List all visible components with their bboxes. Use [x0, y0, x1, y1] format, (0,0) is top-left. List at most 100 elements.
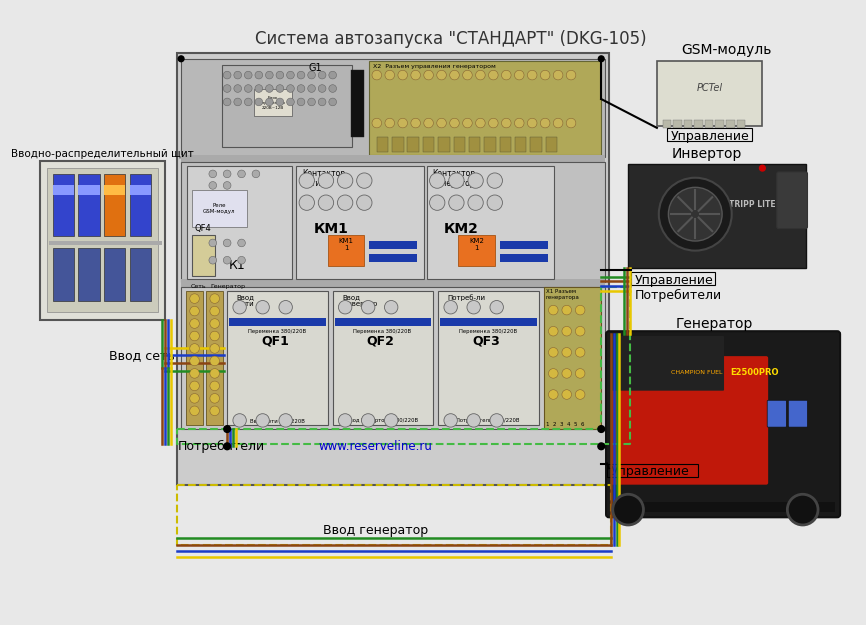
- Circle shape: [385, 414, 397, 427]
- Text: Потребители: Потребители: [635, 289, 722, 302]
- Bar: [458, 235, 494, 266]
- Text: Переменка 380/220В: Переменка 380/220В: [459, 329, 517, 334]
- Bar: [668, 128, 752, 141]
- FancyBboxPatch shape: [777, 172, 807, 229]
- Circle shape: [540, 118, 550, 128]
- Bar: [105, 174, 126, 236]
- Text: Ввод генератор: Ввод генератор: [323, 524, 429, 538]
- Circle shape: [468, 195, 483, 211]
- Circle shape: [669, 188, 722, 241]
- Text: CHAMPION FUEL: CHAMPION FUEL: [671, 370, 723, 375]
- Bar: [181, 155, 605, 162]
- Circle shape: [449, 118, 459, 128]
- Bar: [423, 138, 435, 152]
- Circle shape: [210, 294, 219, 303]
- Circle shape: [361, 301, 375, 314]
- Circle shape: [279, 301, 293, 314]
- Circle shape: [514, 118, 524, 128]
- Bar: [484, 138, 495, 152]
- Bar: [79, 248, 100, 301]
- Circle shape: [339, 301, 352, 314]
- Circle shape: [223, 170, 231, 177]
- Circle shape: [223, 71, 231, 79]
- Bar: [369, 254, 417, 262]
- Text: X1 Разъем
генератора: X1 Разъем генератора: [546, 289, 579, 300]
- Circle shape: [462, 118, 472, 128]
- Bar: [186, 291, 204, 425]
- Bar: [105, 248, 126, 301]
- Bar: [427, 166, 554, 279]
- Circle shape: [548, 390, 558, 399]
- Bar: [181, 59, 605, 157]
- Circle shape: [329, 71, 337, 79]
- Circle shape: [487, 195, 502, 211]
- Circle shape: [527, 70, 537, 80]
- Circle shape: [319, 173, 333, 188]
- Circle shape: [210, 344, 219, 353]
- Circle shape: [329, 84, 337, 92]
- Circle shape: [210, 356, 219, 366]
- Circle shape: [468, 173, 483, 188]
- Circle shape: [223, 443, 230, 449]
- Bar: [130, 248, 152, 301]
- Text: Управление: Управление: [635, 274, 714, 287]
- Bar: [500, 254, 547, 262]
- Text: Ввод сеть: Ввод сеть: [108, 349, 174, 362]
- Bar: [657, 61, 762, 126]
- Text: KM2
1: KM2 1: [469, 238, 484, 251]
- Bar: [438, 138, 449, 152]
- Circle shape: [190, 394, 199, 403]
- Circle shape: [540, 70, 550, 80]
- Bar: [392, 138, 404, 152]
- Circle shape: [548, 348, 558, 357]
- Bar: [79, 186, 100, 195]
- Circle shape: [598, 426, 604, 432]
- Circle shape: [190, 331, 199, 341]
- Bar: [40, 161, 165, 320]
- Circle shape: [562, 305, 572, 315]
- Circle shape: [252, 170, 260, 177]
- Text: X2  Разъем управления генератором: X2 Разъем управления генератором: [373, 64, 495, 69]
- Circle shape: [575, 390, 585, 399]
- Circle shape: [223, 239, 231, 247]
- Circle shape: [178, 56, 184, 62]
- Circle shape: [372, 118, 382, 128]
- Circle shape: [553, 70, 563, 80]
- Text: QF4: QF4: [195, 224, 211, 233]
- Bar: [454, 138, 465, 152]
- Circle shape: [307, 84, 315, 92]
- Circle shape: [223, 98, 231, 106]
- Circle shape: [501, 118, 511, 128]
- Bar: [206, 291, 223, 425]
- Circle shape: [449, 173, 464, 188]
- Bar: [254, 89, 293, 116]
- Circle shape: [210, 306, 219, 316]
- FancyBboxPatch shape: [611, 336, 724, 391]
- Text: Потребители: Потребители: [178, 440, 264, 453]
- Circle shape: [190, 356, 199, 366]
- Circle shape: [244, 84, 252, 92]
- Text: Ввод
Инвертор: Ввод Инвертор: [342, 294, 378, 307]
- Bar: [662, 120, 671, 128]
- Circle shape: [575, 369, 585, 378]
- Circle shape: [210, 319, 219, 328]
- Circle shape: [338, 195, 352, 211]
- Bar: [628, 164, 805, 268]
- Circle shape: [338, 173, 352, 188]
- Circle shape: [297, 98, 305, 106]
- FancyBboxPatch shape: [611, 356, 768, 484]
- Circle shape: [287, 71, 294, 79]
- Circle shape: [423, 70, 433, 80]
- Text: 1  2  3  4  5  6: 1 2 3 4 5 6: [546, 422, 585, 427]
- Bar: [607, 464, 698, 477]
- Bar: [377, 138, 388, 152]
- Circle shape: [233, 414, 246, 427]
- Bar: [673, 120, 682, 128]
- Circle shape: [276, 71, 284, 79]
- Bar: [715, 120, 724, 128]
- Circle shape: [385, 118, 395, 128]
- Bar: [705, 120, 714, 128]
- Bar: [181, 279, 605, 287]
- Circle shape: [210, 394, 219, 403]
- Circle shape: [209, 239, 216, 247]
